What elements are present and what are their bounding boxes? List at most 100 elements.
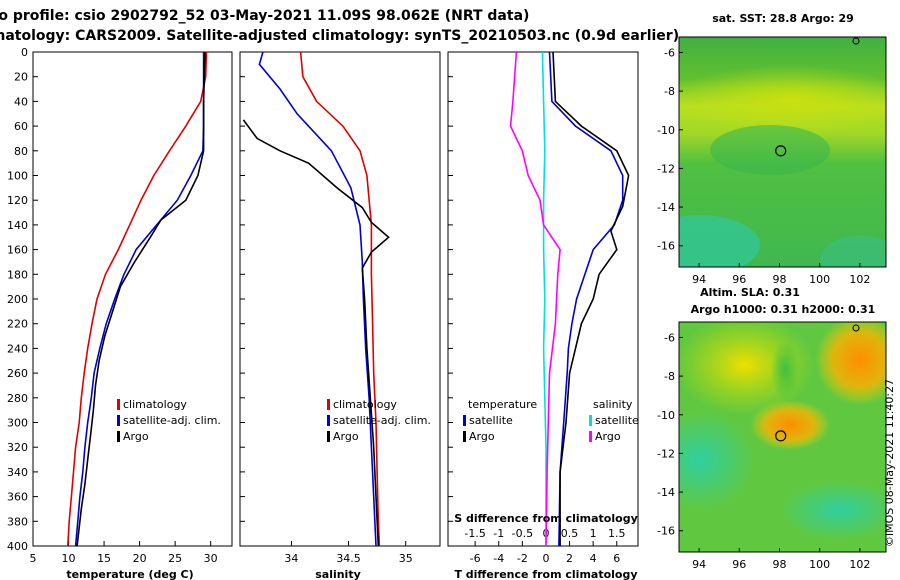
figure-title-line1: Argo profile: csio 2902792_52 03-May-202… <box>0 8 529 24</box>
map-y-tick-label: -10 <box>657 409 675 422</box>
imos-timestamp: ©IMOS 08-May-2021 11:40:27 <box>883 379 896 547</box>
sla-high-anomaly <box>750 400 830 450</box>
temperature-axis-label: temperature (deg C) <box>66 568 193 580</box>
legend-climatology-label: climatology <box>123 398 187 411</box>
depth-tick-label: 320 <box>7 441 28 454</box>
map-y-tick-label: -6 <box>664 331 675 344</box>
series-line-climatology <box>67 52 208 546</box>
sst-map-frame <box>678 36 887 268</box>
legend-argo-label: Argo <box>123 430 149 443</box>
temperature-tick-label: 15 <box>97 552 111 565</box>
s-diff-tick-label: 1.5 <box>608 527 626 540</box>
map-x-tick-label: 98 <box>772 273 786 286</box>
map-y-tick-label: -16 <box>657 525 675 538</box>
series-line-satellite-adj-clim- <box>74 52 205 546</box>
depth-tick-label: 140 <box>7 219 28 232</box>
salinity-axis-label: salinity <box>315 568 361 580</box>
argo-position-marker <box>775 430 787 442</box>
depth-tick-label: 40 <box>14 95 28 108</box>
depth-tick-label: 120 <box>7 194 28 207</box>
legend-t-satellite-label: satellite <box>469 414 513 427</box>
s-diff-x-axis: -1.5 -1 -0.5 0 0.5 1 1.5 <box>464 527 625 540</box>
depth-tick-label: 20 <box>14 71 28 84</box>
temperature-tick-label: 20 <box>133 552 147 565</box>
t-diff-tick-label: 6 <box>613 552 620 565</box>
depth-tick-label: 220 <box>7 318 28 331</box>
sst-map-image <box>679 37 886 267</box>
map-y-tick-label: -14 <box>657 201 675 214</box>
legend-satellite-label: satellite-adj. clim. <box>333 414 431 427</box>
legend-swatch-s-argo <box>589 431 592 442</box>
s-diff-tick-label: 1 <box>590 527 597 540</box>
argo-position-marker <box>775 145 787 157</box>
legend-swatch-satellite <box>117 415 120 426</box>
legend-t-argo-label: Argo <box>469 430 495 443</box>
depth-tick-label: 0 <box>21 46 28 59</box>
depth-tick-label: 160 <box>7 244 28 257</box>
north-marker-icon <box>852 37 860 45</box>
depth-tick-label: 280 <box>7 392 28 405</box>
sst-map-title: sat. SST: 28.8 Argo: 29 <box>712 12 854 25</box>
t-diff-tick-label: -4 <box>493 552 504 565</box>
north-marker-icon <box>852 324 860 332</box>
sst-cool-patch <box>679 215 760 267</box>
sla-map-frame <box>678 321 887 553</box>
sla-low-patch <box>780 480 886 540</box>
series-line-climatology <box>299 52 381 546</box>
depth-tick-label: 400 <box>7 540 28 553</box>
t-diff-tick-label: 2 <box>566 552 573 565</box>
temperature-legend: climatology satellite-adj. clim. Argo <box>117 398 221 443</box>
sst-cool-patch <box>710 125 830 175</box>
legend-swatch-argo <box>327 431 330 442</box>
s-diff-tick-label: 0.5 <box>561 527 579 540</box>
temperature-panel-frame <box>32 51 233 547</box>
depth-tick-label: 80 <box>14 145 28 158</box>
sst-cool-patch <box>820 235 886 267</box>
map-x-tick-label: 94 <box>692 273 706 286</box>
sla-high-anomaly <box>815 322 886 405</box>
difference-panel-frame <box>447 51 639 547</box>
temperature-tick-label: 10 <box>62 552 76 565</box>
temperature-x-axis: 5 10 15 20 25 30 <box>30 541 218 565</box>
t-diff-x-axis: -6 -4 -2 0 2 4 6 <box>470 541 620 565</box>
sla-map-image <box>679 322 886 552</box>
depth-tick-label: 300 <box>7 417 28 430</box>
salinity-panel-frame <box>239 51 441 547</box>
legend-swatch-climatology <box>327 399 330 410</box>
depth-tick-label: 240 <box>7 342 28 355</box>
legend-argo-label: Argo <box>333 430 359 443</box>
legend-s-satellite-label: satellite <box>595 414 639 427</box>
series-line-t-satellite <box>548 52 624 546</box>
depth-tick-label: 260 <box>7 367 28 380</box>
map-y-tick-label: -6 <box>664 46 675 59</box>
salinity-legend: climatology satellite-adj. clim. Argo <box>327 398 431 443</box>
series-line-s-satellite <box>541 52 547 546</box>
salinity-tick-label: 34 <box>284 552 298 565</box>
sla-map-title-line2: Argo h1000: 0.31 h2000: 0.31 <box>691 303 876 316</box>
t-diff-axis-label: T difference from climatology <box>454 568 637 580</box>
salinity-tick-label: 35 <box>399 552 413 565</box>
legend-temperature-title: temperature <box>468 398 537 411</box>
legend-swatch-argo <box>117 431 120 442</box>
depth-tick-label: 180 <box>7 268 28 281</box>
map-x-tick-label: 102 <box>849 273 870 286</box>
legend-swatch-satellite <box>327 415 330 426</box>
t-diff-tick-label: -2 <box>517 552 528 565</box>
sst-warm-band <box>679 65 886 135</box>
map-y-tick-label: -16 <box>657 240 675 253</box>
depth-tick-label: 60 <box>14 120 28 133</box>
depth-tick-label: 200 <box>7 293 28 306</box>
sla-low-patch <box>771 340 799 400</box>
map-x-tick-label: 96 <box>732 558 746 571</box>
series-line-argo <box>76 52 206 546</box>
sla-map-title-line1: Altim. SLA: 0.31 <box>700 286 800 299</box>
legend-climatology-label: climatology <box>333 398 397 411</box>
legend-swatch-climatology <box>117 399 120 410</box>
map-x-tick-label: 100 <box>809 558 830 571</box>
temperature-tick-label: 25 <box>168 552 182 565</box>
depth-tick-label: 340 <box>7 466 28 479</box>
map-y-tick-label: -14 <box>657 486 675 499</box>
s-diff-tick-label: -0.5 <box>512 527 533 540</box>
series-line-satellite-adj-clim- <box>258 52 377 546</box>
